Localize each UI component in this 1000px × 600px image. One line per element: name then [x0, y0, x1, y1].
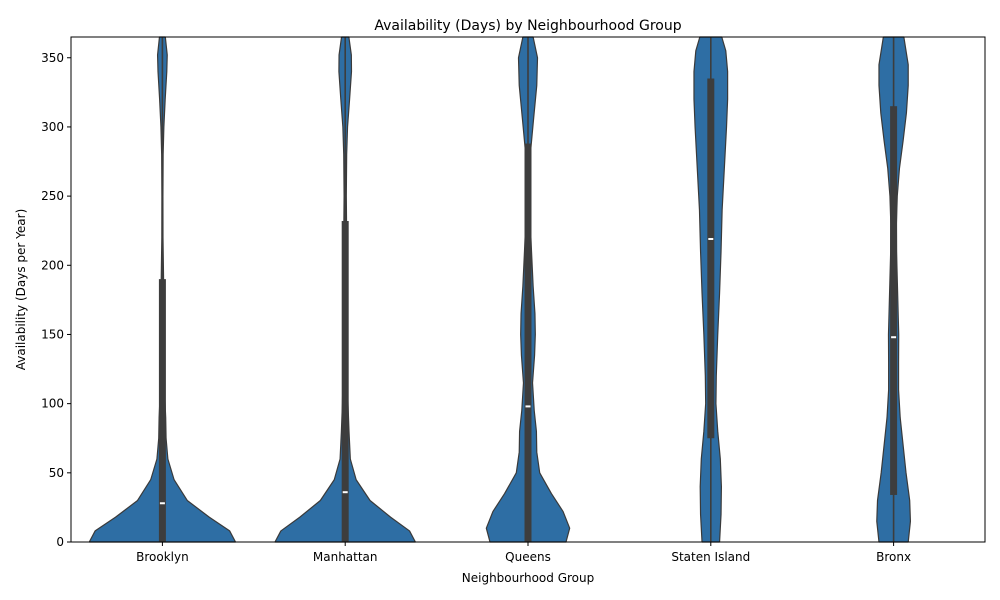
y-tick-label-150: 150 — [41, 327, 64, 341]
chart-title: Availability (Days) by Neighbourhood Gro… — [374, 18, 681, 34]
iqr-box-manhattan — [341, 221, 349, 542]
x-tick-label-queens: Queens — [505, 550, 551, 564]
iqr-box-bronx — [890, 106, 898, 495]
y-tick-label-50: 50 — [49, 466, 64, 480]
x-tick-label-brooklyn: Brooklyn — [136, 550, 189, 564]
x-axis: Brooklyn Manhattan Queens Staten Island Bron… — [136, 542, 911, 564]
violins-group — [88, 36, 912, 543]
iqr-box-queens — [524, 143, 532, 542]
x-tick-label-staten-island: Staten Island — [671, 550, 750, 564]
y-tick-label-100: 100 — [41, 397, 64, 411]
y-tick-label-250: 250 — [41, 189, 64, 203]
y-tick-label-200: 200 — [41, 258, 64, 272]
iqr-box-brooklyn — [158, 279, 166, 542]
y-tick-label-0: 0 — [56, 535, 64, 549]
iqr-box-staten-island — [707, 78, 715, 439]
x-tick-label-bronx: Bronx — [876, 550, 911, 564]
y-tick-label-300: 300 — [41, 120, 64, 134]
y-axis: 0 50 100 150 200 250 300 350 — [41, 51, 71, 549]
y-axis-label: Availability (Days per Year) — [14, 209, 28, 371]
y-tick-label-350: 350 — [41, 51, 64, 65]
x-tick-label-manhattan: Manhattan — [313, 550, 378, 564]
x-axis-label: Neighbourhood Group — [462, 571, 594, 585]
